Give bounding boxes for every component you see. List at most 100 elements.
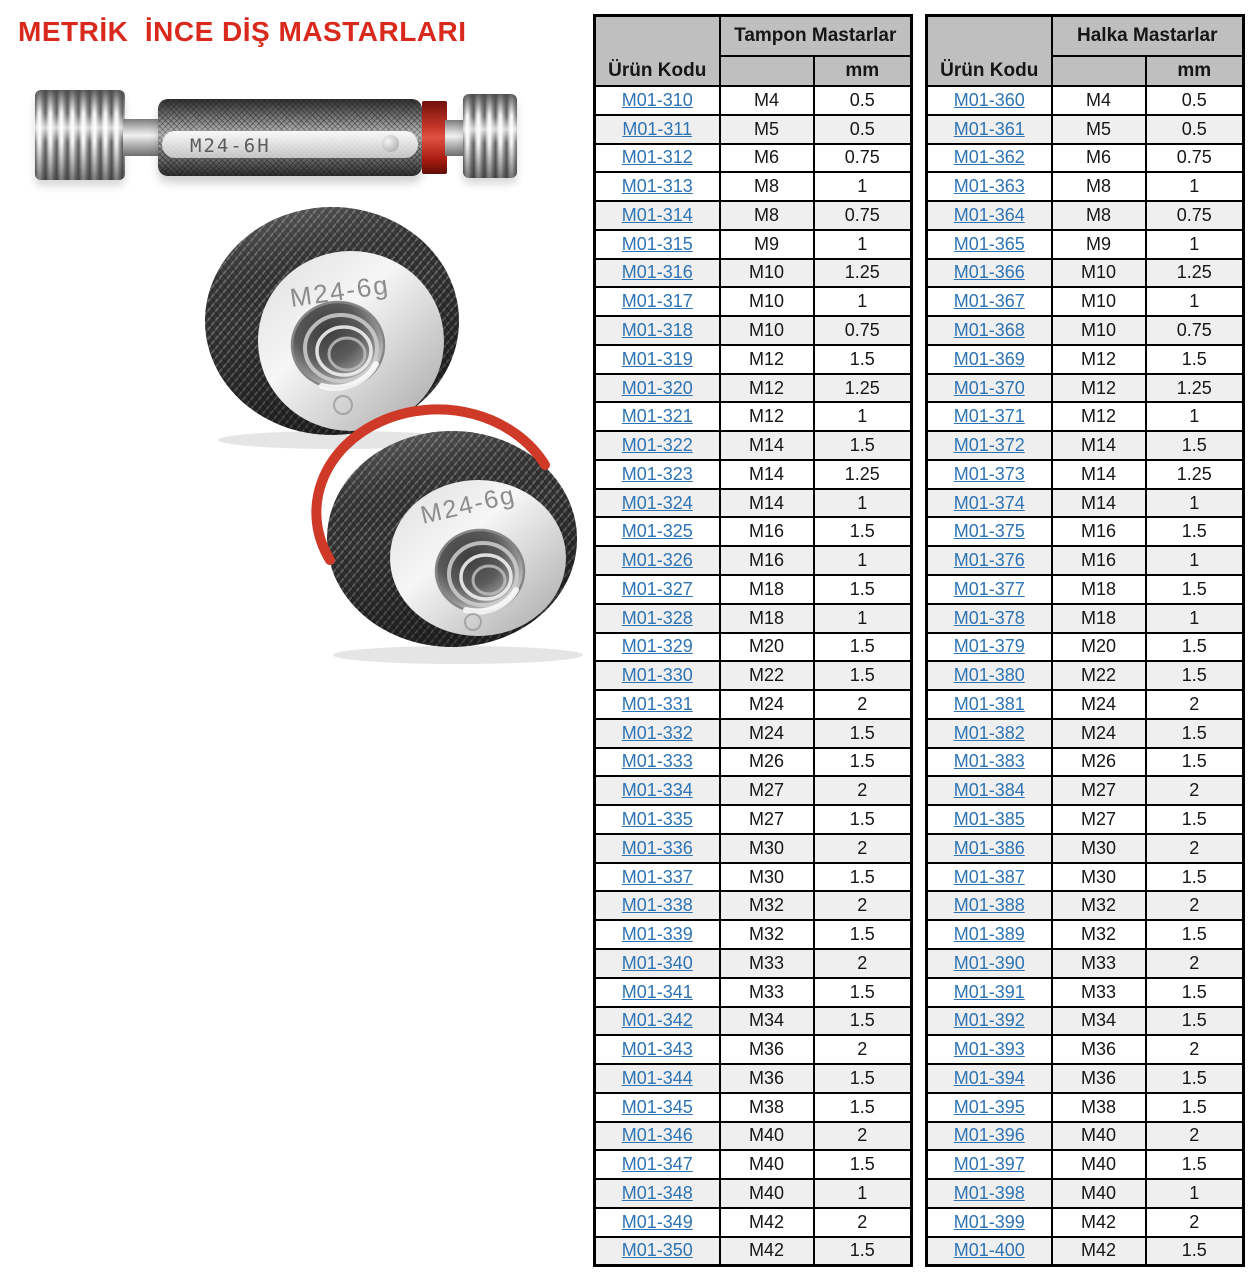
product-code-link[interactable]: M01-385 [953, 809, 1025, 830]
product-code-link[interactable]: M01-395 [953, 1096, 1025, 1117]
thread-size-cell: M32 [1050, 919, 1147, 950]
product-code-link[interactable]: M01-397 [953, 1154, 1025, 1175]
product-code-link[interactable]: M01-334 [621, 780, 693, 801]
product-code-link[interactable]: M01-388 [953, 895, 1025, 916]
thread-size-cell: M10 [1050, 257, 1147, 289]
product-code-cell: M01-397 [925, 1149, 1053, 1181]
product-code-link[interactable]: M01-311 [622, 118, 693, 139]
product-code-link[interactable]: M01-325 [621, 521, 693, 542]
product-code-link[interactable]: M01-398 [953, 1182, 1025, 1203]
product-code-link[interactable]: M01-322 [621, 435, 693, 456]
product-code-link[interactable]: M01-361 [953, 118, 1025, 139]
pitch-mm-cell: 1.5 [812, 343, 913, 375]
product-code-link[interactable]: M01-384 [953, 780, 1025, 801]
product-code-link[interactable]: M01-386 [953, 837, 1025, 858]
product-code-link[interactable]: M01-338 [621, 895, 693, 916]
product-code-link[interactable]: M01-394 [953, 1067, 1025, 1088]
product-code-link[interactable]: M01-335 [621, 809, 693, 830]
product-code-link[interactable]: M01-339 [621, 924, 693, 945]
thread-size-cell: M12 [1050, 372, 1147, 404]
product-code-link[interactable]: M01-364 [953, 204, 1025, 225]
product-code-link[interactable]: M01-324 [621, 492, 693, 513]
product-code-link[interactable]: M01-314 [621, 204, 693, 225]
product-code-link[interactable]: M01-396 [953, 1125, 1025, 1146]
product-code-link[interactable]: M01-391 [953, 981, 1025, 1002]
product-code-link[interactable]: M01-387 [953, 866, 1025, 887]
product-code-link[interactable]: M01-317 [621, 291, 693, 312]
pitch-mm-cell: 1.5 [1144, 631, 1245, 663]
product-code-cell: M01-400 [925, 1235, 1053, 1267]
product-code-cell: M01-340 [593, 947, 721, 979]
product-code-link[interactable]: M01-319 [621, 348, 693, 369]
product-code-link[interactable]: M01-373 [953, 463, 1025, 484]
product-code-link[interactable]: M01-327 [621, 578, 693, 599]
product-code-link[interactable]: M01-330 [621, 665, 693, 686]
product-code-link[interactable]: M01-329 [621, 636, 693, 657]
thread-size-cell: M40 [1050, 1120, 1147, 1152]
thread-size-cell: M42 [1050, 1206, 1147, 1238]
product-code-link[interactable]: M01-333 [621, 751, 693, 772]
product-code-link[interactable]: M01-345 [621, 1096, 693, 1117]
product-code-link[interactable]: M01-377 [953, 578, 1025, 599]
product-code-link[interactable]: M01-348 [621, 1182, 693, 1203]
product-code-link[interactable]: M01-367 [953, 291, 1025, 312]
product-code-link[interactable]: M01-310 [621, 89, 693, 110]
product-code-link[interactable]: M01-383 [953, 751, 1025, 772]
product-code-link[interactable]: M01-369 [953, 348, 1025, 369]
table-row: M01-319 M12 1.5 [593, 343, 913, 375]
product-code-link[interactable]: M01-389 [953, 924, 1025, 945]
product-code-link[interactable]: M01-312 [621, 147, 693, 168]
product-code-link[interactable]: M01-341 [621, 981, 693, 1002]
product-code-link[interactable]: M01-344 [621, 1067, 693, 1088]
table-row: M01-335 M27 1.5 [593, 804, 913, 835]
product-code-link[interactable]: M01-340 [621, 952, 693, 973]
product-code-link[interactable]: M01-381 [953, 693, 1025, 714]
product-code-link[interactable]: M01-349 [621, 1211, 693, 1232]
product-code-link[interactable]: M01-320 [621, 377, 693, 398]
product-code-link[interactable]: M01-392 [953, 1010, 1025, 1031]
product-code-link[interactable]: M01-323 [621, 463, 693, 484]
product-code-link[interactable]: M01-363 [953, 176, 1025, 197]
product-code-link[interactable]: M01-362 [953, 147, 1025, 168]
product-code-link[interactable]: M01-378 [953, 607, 1025, 628]
product-code-link[interactable]: M01-332 [621, 722, 693, 743]
product-code-link[interactable]: M01-366 [953, 262, 1025, 283]
product-code-link[interactable]: M01-375 [953, 521, 1025, 542]
product-code-link[interactable]: M01-371 [953, 406, 1025, 427]
product-code-link[interactable]: M01-374 [953, 492, 1025, 513]
product-code-link[interactable]: M01-379 [953, 636, 1025, 657]
product-code-link[interactable]: M01-382 [953, 722, 1025, 743]
product-code-link[interactable]: M01-372 [953, 435, 1025, 456]
product-code-link[interactable]: M01-393 [953, 1039, 1025, 1060]
product-code-link[interactable]: M01-316 [621, 262, 693, 283]
product-code-link[interactable]: M01-370 [953, 377, 1025, 398]
product-code-link[interactable]: M01-346 [621, 1125, 693, 1146]
product-code-link[interactable]: M01-350 [621, 1240, 693, 1261]
product-code-link[interactable]: M01-343 [621, 1039, 693, 1060]
thread-size-cell: M27 [1050, 775, 1147, 807]
product-code-link[interactable]: M01-365 [953, 233, 1025, 254]
product-code-link[interactable]: M01-368 [953, 320, 1025, 340]
product-code-link[interactable]: M01-331 [621, 693, 693, 714]
product-code-link[interactable]: M01-337 [621, 866, 693, 887]
thread-size-cell: M12 [1050, 343, 1147, 375]
product-code-link[interactable]: M01-400 [953, 1240, 1025, 1261]
product-code-link[interactable]: M01-328 [621, 607, 693, 628]
product-code-link[interactable]: M01-390 [953, 952, 1025, 973]
product-code-link[interactable]: M01-380 [953, 665, 1025, 686]
product-code-cell: M01-321 [593, 401, 721, 433]
product-code-cell: M01-322 [593, 430, 721, 461]
product-code-link[interactable]: M01-376 [953, 550, 1025, 571]
product-code-link[interactable]: M01-399 [953, 1211, 1025, 1232]
product-code-link[interactable]: M01-360 [953, 89, 1025, 110]
thread-size-cell: M22 [1050, 660, 1147, 692]
product-code-link[interactable]: M01-347 [621, 1154, 693, 1175]
thread-size-cell: M36 [1050, 1034, 1147, 1066]
product-code-link[interactable]: M01-313 [621, 176, 693, 197]
product-code-link[interactable]: M01-336 [621, 837, 693, 858]
product-code-link[interactable]: M01-318 [621, 320, 693, 340]
product-code-link[interactable]: M01-326 [621, 550, 693, 571]
product-code-link[interactable]: M01-315 [621, 233, 693, 254]
product-code-link[interactable]: M01-321 [621, 406, 693, 427]
product-code-link[interactable]: M01-342 [621, 1010, 693, 1031]
